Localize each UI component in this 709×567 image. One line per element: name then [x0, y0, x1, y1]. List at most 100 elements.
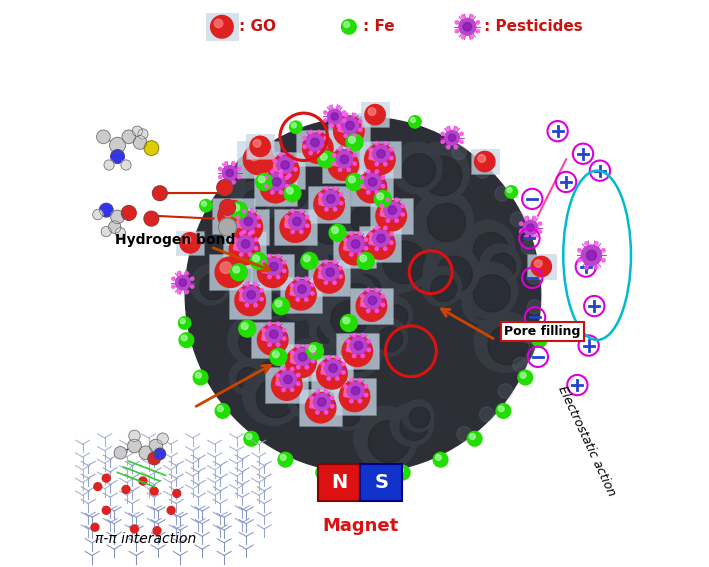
- Circle shape: [251, 209, 255, 213]
- Circle shape: [343, 238, 347, 242]
- Circle shape: [312, 207, 349, 244]
- Circle shape: [337, 124, 340, 128]
- Circle shape: [368, 296, 376, 304]
- Circle shape: [318, 201, 322, 205]
- Circle shape: [262, 262, 274, 273]
- Circle shape: [341, 197, 384, 239]
- Circle shape: [463, 23, 471, 31]
- Circle shape: [232, 181, 235, 184]
- Circle shape: [352, 113, 356, 117]
- Circle shape: [538, 222, 542, 225]
- Text: Magnet: Magnet: [322, 517, 398, 535]
- Circle shape: [264, 185, 268, 188]
- Circle shape: [283, 328, 286, 332]
- Circle shape: [311, 351, 315, 354]
- Circle shape: [218, 167, 222, 171]
- Circle shape: [350, 232, 353, 235]
- Circle shape: [346, 174, 363, 191]
- Circle shape: [318, 398, 326, 406]
- Circle shape: [585, 242, 588, 245]
- Circle shape: [361, 333, 364, 337]
- Circle shape: [595, 265, 598, 269]
- Circle shape: [183, 236, 191, 244]
- Circle shape: [329, 105, 333, 109]
- Text: Hydrogen bond: Hydrogen bond: [115, 232, 235, 247]
- Circle shape: [328, 150, 359, 180]
- Circle shape: [520, 230, 523, 233]
- Circle shape: [104, 160, 114, 170]
- Circle shape: [376, 193, 384, 200]
- Circle shape: [318, 288, 375, 344]
- Circle shape: [347, 147, 350, 151]
- Circle shape: [102, 506, 110, 514]
- FancyBboxPatch shape: [350, 170, 393, 206]
- Circle shape: [527, 224, 534, 231]
- Circle shape: [227, 242, 266, 281]
- Circle shape: [280, 455, 286, 460]
- Circle shape: [316, 390, 319, 393]
- Circle shape: [436, 256, 472, 293]
- Circle shape: [527, 269, 542, 284]
- Circle shape: [318, 275, 321, 278]
- Circle shape: [280, 212, 311, 242]
- Circle shape: [340, 315, 357, 332]
- Circle shape: [342, 336, 372, 366]
- Circle shape: [331, 113, 338, 120]
- Circle shape: [353, 162, 357, 166]
- Circle shape: [102, 474, 110, 482]
- Circle shape: [291, 359, 294, 363]
- Circle shape: [369, 318, 408, 357]
- Circle shape: [333, 260, 336, 264]
- Circle shape: [356, 469, 370, 484]
- FancyBboxPatch shape: [299, 390, 342, 426]
- Circle shape: [138, 129, 148, 139]
- Circle shape: [334, 202, 393, 261]
- Circle shape: [330, 405, 334, 408]
- Circle shape: [248, 149, 259, 160]
- Circle shape: [230, 202, 247, 219]
- Circle shape: [329, 364, 337, 373]
- Circle shape: [276, 374, 279, 377]
- Circle shape: [299, 194, 356, 251]
- Circle shape: [279, 170, 283, 173]
- Circle shape: [384, 202, 401, 219]
- Circle shape: [462, 36, 464, 39]
- Circle shape: [200, 200, 212, 212]
- Circle shape: [474, 311, 535, 373]
- Circle shape: [318, 151, 335, 168]
- Circle shape: [358, 232, 362, 235]
- Circle shape: [139, 477, 147, 485]
- Circle shape: [364, 229, 395, 259]
- Circle shape: [369, 241, 372, 244]
- Circle shape: [361, 177, 373, 189]
- Circle shape: [535, 260, 542, 268]
- Circle shape: [273, 298, 289, 315]
- Circle shape: [344, 284, 371, 311]
- Circle shape: [325, 208, 328, 211]
- Circle shape: [384, 226, 387, 230]
- Circle shape: [532, 235, 536, 239]
- Circle shape: [381, 303, 385, 306]
- Circle shape: [532, 333, 547, 348]
- Circle shape: [255, 238, 258, 242]
- Circle shape: [309, 151, 313, 155]
- Circle shape: [310, 396, 313, 399]
- Circle shape: [237, 367, 259, 390]
- Circle shape: [277, 255, 280, 258]
- Circle shape: [369, 148, 372, 151]
- Circle shape: [346, 134, 363, 151]
- Circle shape: [311, 283, 314, 286]
- Circle shape: [237, 235, 254, 252]
- Circle shape: [294, 159, 297, 162]
- Circle shape: [523, 220, 538, 235]
- Circle shape: [365, 104, 385, 125]
- Circle shape: [224, 181, 228, 184]
- Circle shape: [172, 285, 175, 288]
- Circle shape: [257, 257, 288, 287]
- Circle shape: [316, 219, 373, 277]
- Circle shape: [167, 506, 175, 514]
- Circle shape: [602, 259, 605, 262]
- Circle shape: [459, 132, 463, 136]
- Circle shape: [218, 218, 237, 236]
- Circle shape: [235, 182, 272, 218]
